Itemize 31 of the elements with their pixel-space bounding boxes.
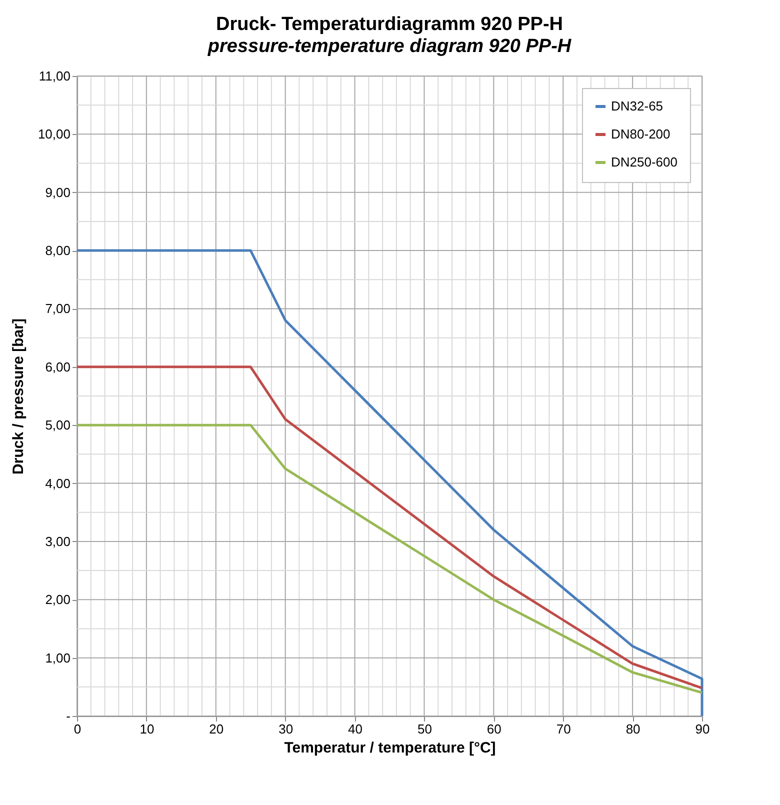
y-tick-label: 3,00 (45, 534, 70, 549)
legend-label: DN80-200 (611, 126, 670, 142)
x-tick-label: 10 (140, 722, 154, 736)
line-series (76, 424, 704, 694)
y-tick-label: 11,00 (38, 68, 70, 84)
chart-title: Druck- Temperaturdiagramm 920 PP-H (216, 14, 564, 35)
x-tick-label: 0 (74, 722, 82, 736)
y-tick-label: 1,00 (45, 650, 70, 666)
x-tick-label: 20 (209, 722, 224, 736)
legend-label: DN32-65 (611, 98, 664, 114)
chart-subtitle: pressure-temperature diagram 920 PP-H (206, 36, 572, 57)
x-tick-label: 50 (417, 722, 432, 736)
x-tick-label: 60 (486, 722, 502, 736)
x-tick-label: 80 (626, 722, 640, 736)
y-tick-label: 7,00 (45, 301, 70, 316)
x-tick-label: 40 (348, 722, 363, 736)
line-series (76, 366, 704, 690)
y-tick-label: 8,00 (45, 243, 70, 258)
x-tick-label: 90 (695, 722, 710, 736)
x-axis-title: Temperatur / temperature [°C] (284, 740, 496, 756)
y-tick-label: 5,00 (45, 418, 70, 433)
y-tick-label: 9,00 (45, 184, 70, 200)
y-tick-label: 10,00 (38, 126, 70, 142)
y-tick-label: 2,00 (45, 592, 70, 608)
y-tick-label: 6,00 (45, 359, 70, 374)
y-axis-title: Druck / pressure [bar] (10, 318, 27, 474)
y-tick-label: - (66, 708, 70, 724)
x-tick-label: 30 (278, 722, 294, 736)
x-tick-label: 70 (556, 722, 571, 736)
legend-label: DN250-600 (611, 154, 678, 170)
y-tick-label: 4,00 (45, 476, 70, 491)
